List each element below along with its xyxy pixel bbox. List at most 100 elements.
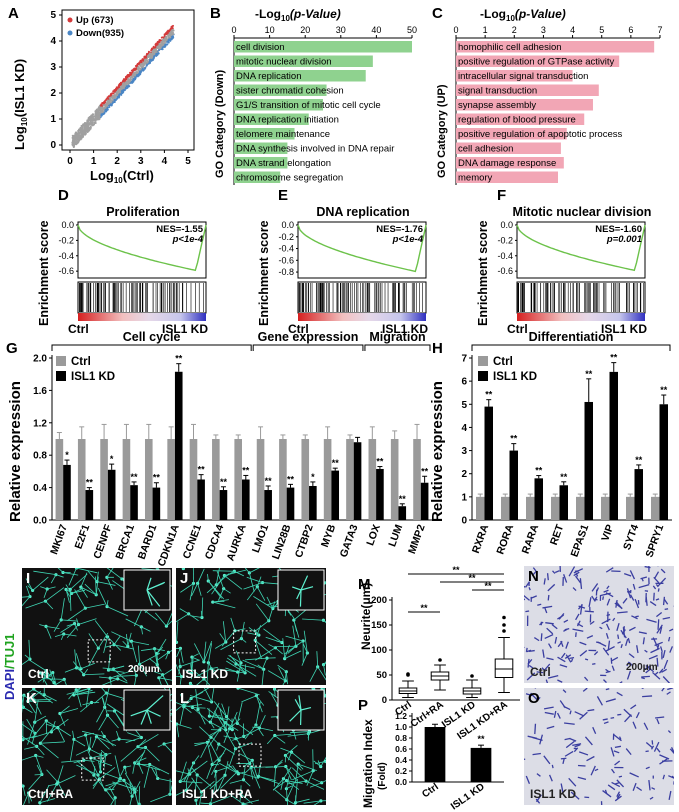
neurite bbox=[215, 765, 232, 772]
cell-mark bbox=[636, 786, 643, 792]
bar-category-label: sister chromatid cohesion bbox=[236, 86, 344, 97]
panel-g: G 0.00.40.81.21.62.0*MKI67**E2F1*CENPF**… bbox=[6, 330, 432, 568]
bar bbox=[413, 439, 421, 520]
bar bbox=[501, 496, 510, 520]
gsea-y-label: Enrichment score bbox=[476, 220, 490, 326]
cell-mark bbox=[626, 661, 630, 667]
cell-mark bbox=[565, 740, 575, 749]
gsea-curve bbox=[77, 224, 207, 272]
group-bracket bbox=[252, 344, 364, 351]
neurite bbox=[68, 568, 77, 586]
neurite bbox=[216, 573, 230, 586]
bar bbox=[398, 506, 407, 520]
panel-label-e: E bbox=[278, 187, 288, 204]
scatter-point bbox=[80, 136, 83, 139]
panel-label-h: H bbox=[432, 340, 443, 357]
gsea-right-label: ISL1 KD bbox=[162, 322, 208, 336]
neurite bbox=[265, 636, 283, 643]
neurite bbox=[180, 583, 194, 593]
x-tick-label: 2 bbox=[512, 25, 517, 35]
cell-mark bbox=[524, 598, 526, 601]
cell-mark bbox=[636, 645, 639, 654]
neurite bbox=[286, 780, 303, 784]
neurite bbox=[117, 678, 128, 684]
bar bbox=[651, 496, 660, 520]
y-axis-label-c: GO Category (UP) bbox=[436, 84, 448, 178]
neurite bbox=[275, 761, 283, 768]
significance-mark: ** bbox=[153, 473, 161, 483]
bar bbox=[390, 439, 399, 520]
outlier bbox=[406, 672, 410, 676]
y-tick-label: 4 bbox=[461, 423, 467, 434]
cell-mark bbox=[663, 659, 669, 670]
neurite bbox=[273, 766, 277, 787]
cell-mark bbox=[564, 722, 575, 725]
y-axis-label-m: Neurite(μm) bbox=[359, 583, 373, 650]
y-tick-label: 0.4 bbox=[33, 483, 47, 494]
scatter-point bbox=[132, 68, 135, 71]
cell-mark bbox=[596, 696, 603, 706]
neurite bbox=[28, 792, 33, 802]
scatter-point bbox=[120, 85, 123, 88]
neurite bbox=[132, 667, 137, 676]
scatter-point bbox=[96, 116, 99, 119]
bar-category-label: cell adhesion bbox=[458, 144, 513, 155]
bar bbox=[234, 439, 242, 520]
neurite bbox=[324, 581, 326, 584]
neurite bbox=[284, 650, 302, 660]
significance-mark: ** bbox=[421, 466, 429, 476]
cell-mark bbox=[642, 637, 645, 645]
neurite bbox=[45, 723, 58, 729]
neurite bbox=[191, 656, 200, 661]
cell-mark bbox=[652, 637, 659, 648]
scatter-point bbox=[124, 75, 127, 78]
cell-mark bbox=[617, 634, 620, 639]
x-tick-label: 30 bbox=[336, 25, 346, 35]
cell-mark bbox=[537, 603, 542, 606]
cell-mark bbox=[644, 665, 651, 670]
cell-mark bbox=[611, 768, 615, 774]
panel-label-k: K bbox=[26, 690, 37, 707]
neurite bbox=[66, 624, 79, 639]
x-axis-label-a: Log10(Ctrl) bbox=[90, 168, 154, 185]
neurite bbox=[61, 759, 84, 763]
neurite bbox=[134, 757, 147, 764]
cell-mark bbox=[606, 598, 611, 606]
cell-mark bbox=[652, 585, 657, 590]
gsea-frame bbox=[297, 221, 427, 279]
cell-mark bbox=[648, 654, 658, 660]
neurite bbox=[141, 648, 155, 651]
cell-mark bbox=[646, 618, 657, 623]
cell-mark bbox=[656, 657, 659, 667]
neurite bbox=[69, 739, 75, 761]
neurite bbox=[206, 764, 213, 780]
neurite bbox=[285, 755, 302, 771]
panel-e: E DNA replication 0.0 -0.2 -0.4-0.6 -0.8 NES=-… bbox=[257, 187, 428, 336]
neurite bbox=[285, 671, 289, 685]
bar bbox=[634, 469, 643, 520]
neurite bbox=[122, 640, 129, 647]
panel-d: D Proliferation 0.0 -0.2 -0.4 -0.6 NES=-1.55p<… bbox=[37, 187, 208, 336]
neurite bbox=[42, 678, 65, 680]
neurite bbox=[106, 568, 123, 580]
neurite bbox=[78, 618, 97, 625]
scatter-point bbox=[101, 109, 104, 112]
gsea-curve bbox=[297, 224, 427, 273]
neurite bbox=[128, 786, 136, 793]
scatter-point bbox=[96, 113, 99, 116]
scatter-point bbox=[118, 87, 121, 90]
neurite bbox=[245, 657, 268, 661]
y-axis-label-p: Migration Index bbox=[361, 719, 375, 808]
panel-label-n: N bbox=[528, 568, 539, 585]
x-tick-label: VIP bbox=[599, 523, 616, 543]
cell-mark bbox=[530, 692, 539, 701]
cell-mark bbox=[528, 664, 534, 669]
neurite bbox=[194, 741, 208, 745]
cell-mark bbox=[648, 779, 651, 791]
neurite bbox=[268, 601, 276, 621]
scatter-point bbox=[106, 106, 109, 109]
neurite bbox=[218, 743, 236, 755]
cell-body bbox=[205, 740, 209, 744]
neurite bbox=[248, 572, 255, 592]
migration-image-o bbox=[524, 688, 674, 805]
